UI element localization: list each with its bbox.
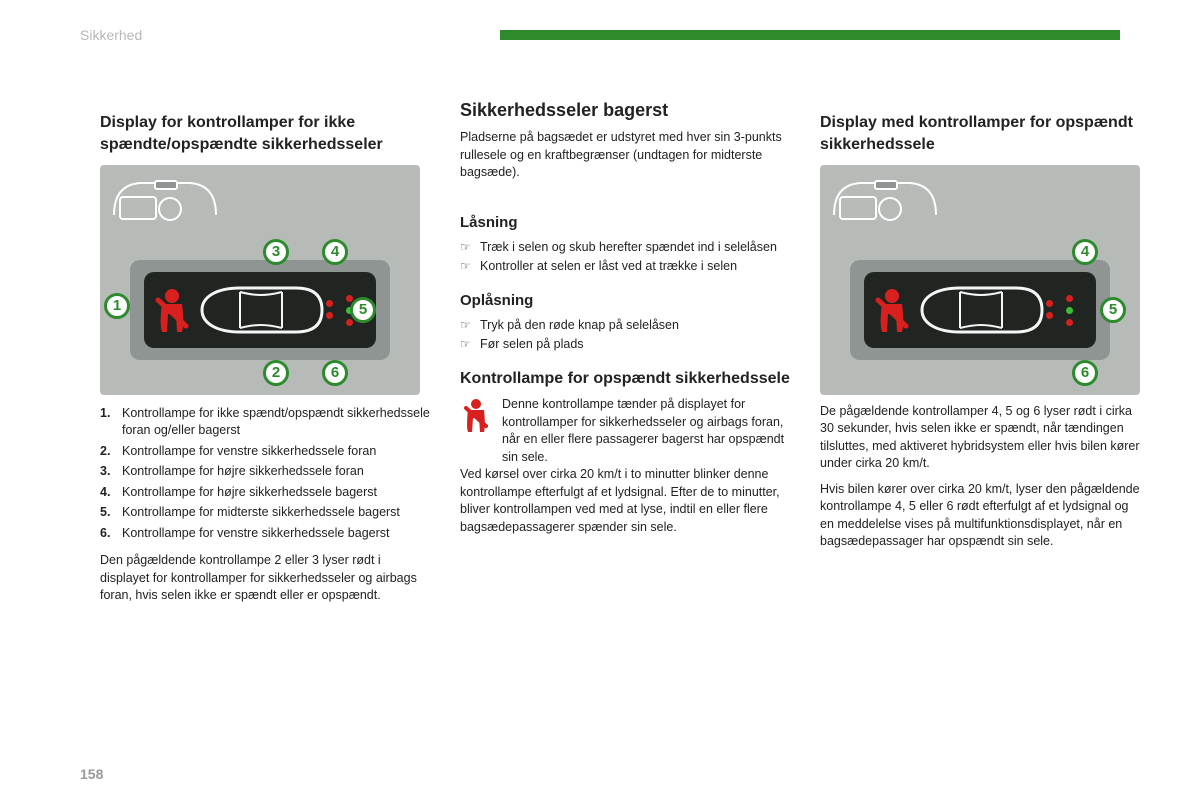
seatbelt-display-diagram-rear: 4 5 6 [820,165,1140,395]
warning-lamp-icon-text: Denne kontrollampe tænder på displayet f… [502,396,790,466]
column-right: Display med kontrollamper for opspændt s… [820,98,1140,613]
col3-para2: Hvis bilen kører over cirka 20 km/t, lys… [820,481,1140,551]
legend-item: 1.Kontrollampe for ikke spændt/opspændt … [100,405,430,440]
section-label: Sikkerhed [80,27,142,43]
callout-5: 5 [350,297,376,323]
col3-para1: De pågældende kontrollamper 4, 5 og 6 ly… [820,403,1140,473]
unlock-heading: Oplåsning [460,290,790,311]
step-item: ☞Før selen på plads [460,336,790,354]
seatbelt-warning-icon [460,396,492,466]
lock-heading: Låsning [460,212,790,233]
column-middle: Sikkerhedsseler bagerst Pladserne på bag… [460,98,790,613]
callout-6: 6 [322,360,348,386]
warning-lamp-paragraph: Ved kørsel over cirka 20 km/t i to minut… [460,466,790,536]
accent-bar [500,30,1120,40]
col2-intro: Pladserne på bagsædet er udstyret med hv… [460,129,790,182]
lock-steps: ☞Træk i selen og skub herefter spændet i… [460,239,790,276]
callout-4: 4 [1072,239,1098,265]
page-number: 158 [80,766,103,782]
callout-legend-list: 1.Kontrollampe for ikke spændt/opspændt … [100,405,430,543]
legend-item: 4.Kontrollampe for højre sikkerhedssele … [100,484,430,502]
step-item: ☞Træk i selen og skub herefter spændet i… [460,239,790,257]
warning-lamp-row: Denne kontrollampe tænder på displayet f… [460,396,790,466]
step-item: ☞Tryk på den røde knap på selelåsen [460,317,790,335]
column-left: Display for kontrollamper for ikke spænd… [100,98,430,613]
legend-item: 5.Kontrollampe for midterste sikkerhedss… [100,504,430,522]
unlock-steps: ☞Tryk på den røde knap på selelåsen☞Før … [460,317,790,354]
col1-title: Display for kontrollamper for ikke spænd… [100,112,430,157]
col3-title: Display med kontrollamper for opspændt s… [820,112,1140,157]
page-header: Sikkerhed [0,0,1200,48]
col1-paragraph: Den pågældende kontrollampe 2 eller 3 ly… [100,552,430,605]
col2-title: Sikkerhedsseler bagerst [460,98,790,123]
callout-3: 3 [263,239,289,265]
callout-6: 6 [1072,360,1098,386]
legend-item: 2.Kontrollampe for venstre sikkerhedssel… [100,443,430,461]
callout-1: 1 [104,293,130,319]
seatbelt-display-diagram-full: 1 2 3 4 5 6 [100,165,420,395]
callout-5: 5 [1100,297,1126,323]
page-body: Display for kontrollamper for ikke spænd… [0,48,1200,613]
legend-item: 3.Kontrollampe for højre sikkerhedssele … [100,463,430,481]
legend-item: 6.Kontrollampe for venstre sikkerhedssel… [100,525,430,543]
callout-4: 4 [322,239,348,265]
step-item: ☞Kontroller at selen er låst ved at træk… [460,258,790,276]
warning-lamp-heading: Kontrollampe for opspændt sikkerhedssele [460,368,790,390]
callout-2: 2 [263,360,289,386]
